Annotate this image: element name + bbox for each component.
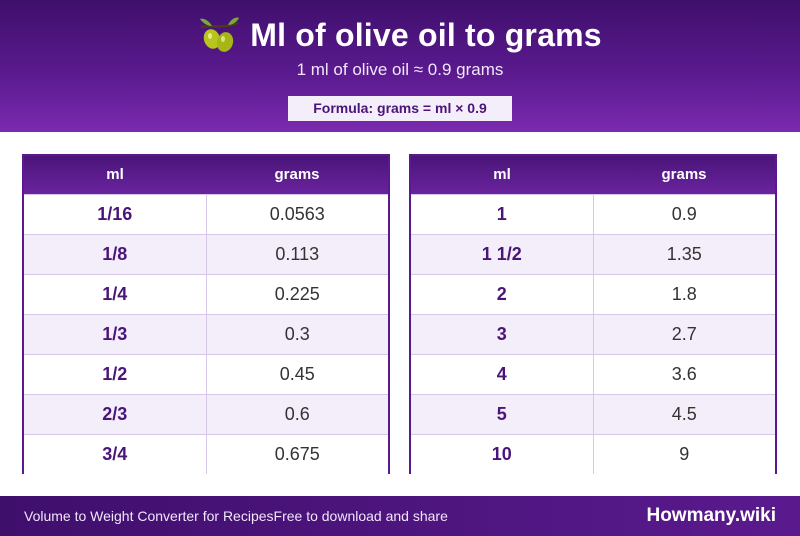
footer-caption: Volume to Weight Converter for RecipesFr… bbox=[24, 508, 448, 524]
grams-cell: 2.7 bbox=[593, 313, 775, 354]
grams-cell: 0.45 bbox=[206, 353, 388, 394]
grams-cell: 0.6 bbox=[206, 393, 388, 434]
table-row: 1/3 0.3 bbox=[24, 313, 388, 354]
table-row: 2 1.8 bbox=[411, 273, 775, 314]
ml-cell: 4 bbox=[411, 353, 594, 394]
grams-cell: 0.9 bbox=[593, 193, 775, 234]
table-row: 1/8 0.113 bbox=[24, 233, 388, 274]
formula-badge: Formula: grams = ml × 0.9 bbox=[288, 96, 512, 121]
olive-icon bbox=[200, 17, 240, 52]
grams-cell: 0.113 bbox=[206, 233, 388, 274]
footer-caption-share: Free to download and share bbox=[273, 508, 448, 524]
table-row: 1 0.9 bbox=[411, 193, 775, 234]
footer-bar: Volume to Weight Converter for RecipesFr… bbox=[0, 496, 800, 536]
column-header-grams: grams bbox=[593, 156, 775, 194]
ml-cell: 3 bbox=[411, 313, 594, 354]
table-row: 1/2 0.45 bbox=[24, 353, 388, 394]
brand-logo-text[interactable]: Howmany.wiki bbox=[646, 505, 776, 526]
table-row: 1/16 0.0563 bbox=[24, 193, 388, 234]
grams-cell: 3.6 bbox=[593, 353, 775, 394]
table-row: 3/4 0.675 bbox=[24, 433, 388, 474]
ml-cell: 1/4 bbox=[24, 273, 207, 314]
header-banner: Ml of olive oil to grams 1 ml of olive o… bbox=[0, 0, 800, 132]
table-row: 1/4 0.225 bbox=[24, 273, 388, 314]
page-title: Ml of olive oil to grams bbox=[250, 16, 602, 53]
table-row: 2/3 0.6 bbox=[24, 393, 388, 434]
ml-cell: 2/3 bbox=[24, 393, 207, 434]
grams-cell: 0.0563 bbox=[206, 193, 388, 234]
footer-caption-converter: Volume to Weight Converter for Recipes bbox=[24, 508, 274, 524]
title-row: Ml of olive oil to grams bbox=[0, 14, 800, 56]
ml-cell: 1/2 bbox=[24, 353, 207, 394]
conversion-table-right: ml grams 1 0.9 1 1/2 1.35 2 1.8 3 2.7 4 3.6 5… bbox=[409, 154, 777, 474]
ml-cell: 1/8 bbox=[24, 233, 207, 274]
grams-cell: 9 bbox=[593, 433, 775, 474]
ml-cell: 1/16 bbox=[24, 193, 207, 234]
page-subtitle: 1 ml of olive oil ≈ 0.9 grams bbox=[296, 60, 504, 79]
ml-cell: 10 bbox=[411, 433, 594, 474]
grams-cell: 0.225 bbox=[206, 273, 388, 314]
column-header-grams: grams bbox=[206, 156, 388, 194]
column-header-ml: ml bbox=[24, 156, 206, 194]
ml-cell: 1/3 bbox=[24, 313, 207, 354]
ml-cell: 1 1/2 bbox=[411, 233, 594, 274]
grams-cell: 0.675 bbox=[206, 433, 388, 474]
column-header-ml: ml bbox=[411, 156, 593, 194]
table-row: 10 9 bbox=[411, 433, 775, 474]
grams-cell: 1.8 bbox=[593, 273, 775, 314]
ml-cell: 2 bbox=[411, 273, 594, 314]
grams-cell: 1.35 bbox=[593, 233, 775, 274]
conversion-table-left: ml grams 1/16 0.0563 1/8 0.113 1/4 0.225 1/… bbox=[22, 154, 390, 474]
table-row: 5 4.5 bbox=[411, 393, 775, 434]
ml-cell: 1 bbox=[411, 193, 594, 234]
ml-cell: 3/4 bbox=[24, 433, 207, 474]
table-row: 3 2.7 bbox=[411, 313, 775, 354]
ml-cell: 5 bbox=[411, 393, 594, 434]
grams-cell: 4.5 bbox=[593, 393, 775, 434]
table-row: 4 3.6 bbox=[411, 353, 775, 394]
table-row: 1 1/2 1.35 bbox=[411, 233, 775, 274]
grams-cell: 0.3 bbox=[206, 313, 388, 354]
